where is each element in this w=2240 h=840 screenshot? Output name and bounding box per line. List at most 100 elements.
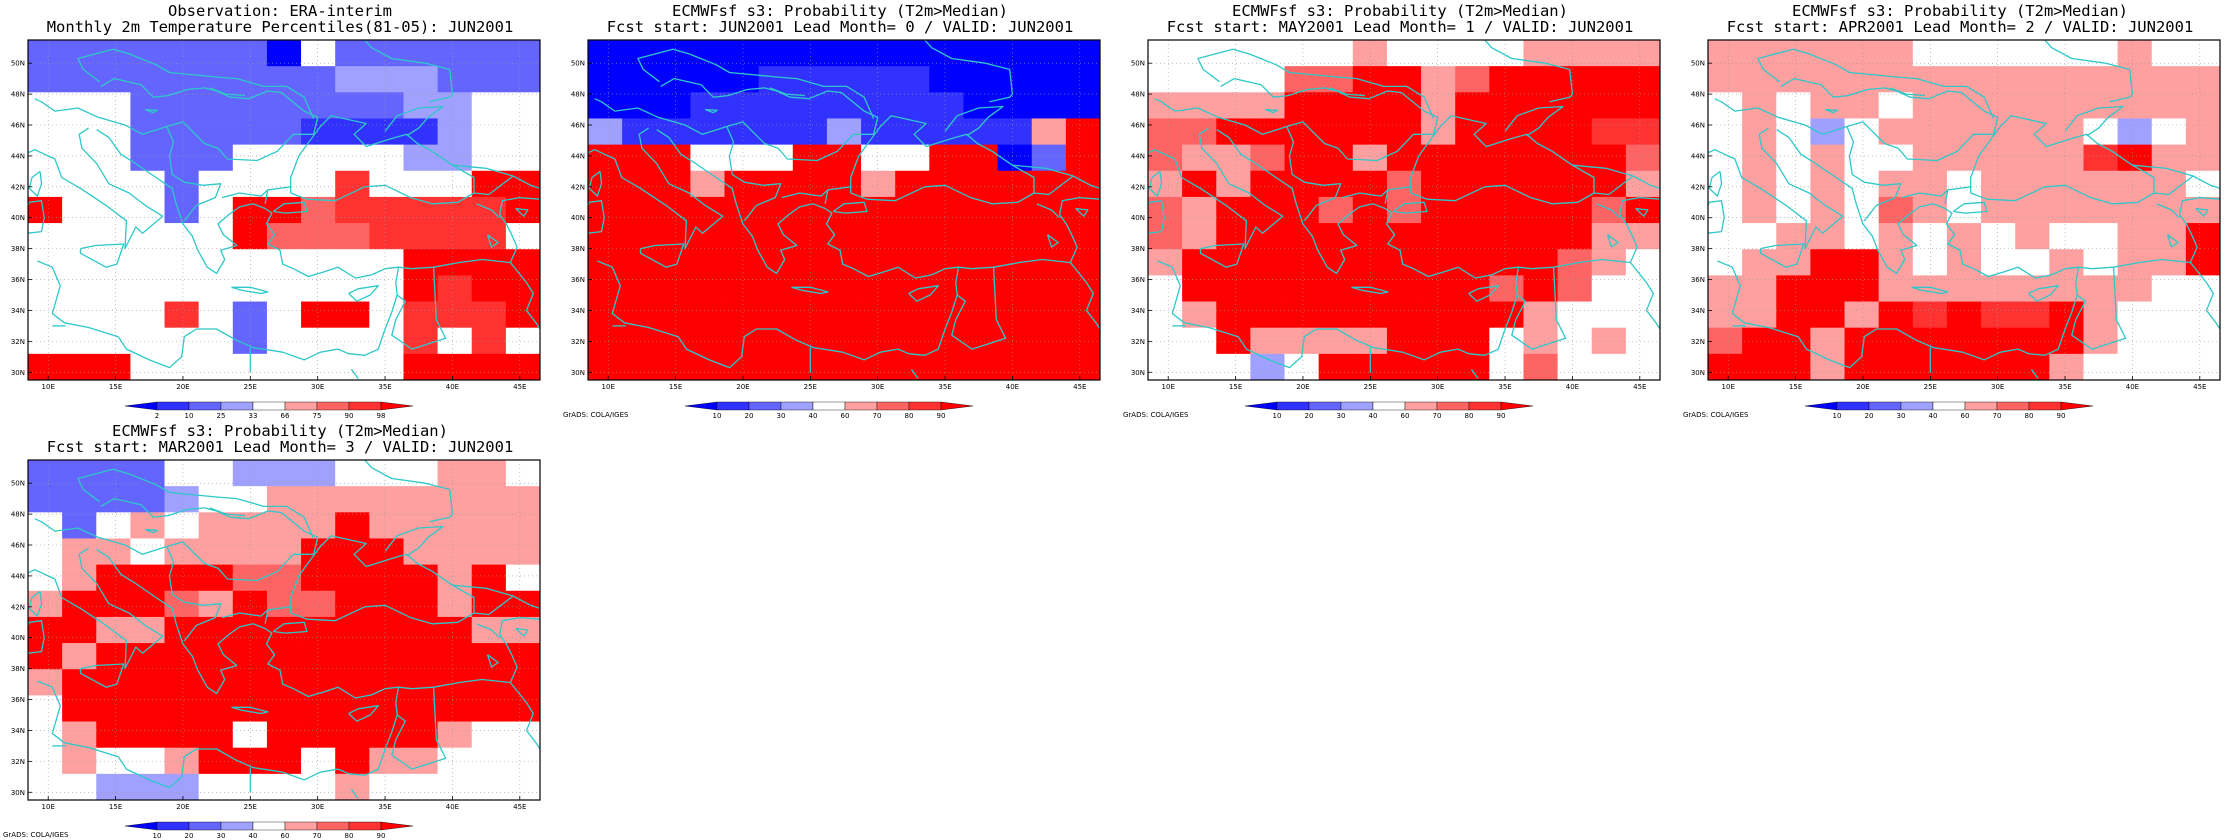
colorbar-segment bbox=[2028, 401, 2062, 411]
grid-cell bbox=[2151, 118, 2187, 146]
grid-cell bbox=[1625, 301, 1661, 329]
grid-cell bbox=[266, 669, 302, 696]
coastline bbox=[2219, 143, 2220, 145]
grid-cell bbox=[1182, 223, 1217, 250]
grid-cell bbox=[198, 118, 234, 146]
grid-cell bbox=[1844, 275, 1880, 302]
grid-cell bbox=[1386, 118, 1422, 146]
grid-cell bbox=[301, 144, 336, 172]
grid-cell bbox=[335, 249, 370, 276]
grid-cell bbox=[301, 512, 336, 539]
coastline bbox=[515, 207, 529, 217]
grid-cell bbox=[1489, 275, 1524, 302]
colorbar-label: 20 bbox=[1305, 412, 1314, 420]
grid-cell bbox=[232, 118, 268, 146]
grid-cell bbox=[588, 249, 623, 276]
grid-cell bbox=[1489, 118, 1524, 146]
grid-cell bbox=[437, 486, 473, 513]
grid-cell bbox=[1878, 66, 1914, 93]
coastline bbox=[209, 507, 245, 517]
lat-tick-label: 34N bbox=[1691, 307, 1705, 315]
grid-cell bbox=[1318, 118, 1354, 146]
grid-cell bbox=[1065, 92, 1101, 119]
grid-cell bbox=[471, 747, 507, 775]
lon-tick-label: 40E bbox=[1566, 383, 1579, 391]
grid-cell bbox=[437, 643, 473, 670]
grid-cell bbox=[471, 538, 507, 566]
coastline bbox=[77, 468, 237, 503]
grid-cell bbox=[437, 223, 473, 250]
panel-title-line2: Fcst start: APR2001 Lead Month= 2 / VALI… bbox=[1726, 18, 2194, 36]
grid-cell bbox=[266, 564, 302, 592]
grid-cell bbox=[505, 486, 541, 513]
colorbar-segment bbox=[188, 401, 222, 411]
lon-tick-label: 35E bbox=[1498, 383, 1511, 391]
grid-cell bbox=[2151, 249, 2187, 276]
grid-cell bbox=[2083, 249, 2118, 276]
grid-cell bbox=[403, 144, 438, 172]
grid-cell bbox=[1455, 144, 1490, 172]
grid-cell bbox=[1455, 170, 1490, 198]
grid-cell bbox=[1810, 327, 1845, 355]
grid-cell bbox=[1318, 327, 1354, 355]
colorbar-segment bbox=[1404, 401, 1438, 411]
colorbar-label: 40 bbox=[1929, 412, 1938, 420]
grid-cell bbox=[929, 66, 964, 93]
grid-cell bbox=[758, 223, 794, 250]
grid-cell bbox=[471, 773, 507, 801]
grid-cell bbox=[130, 538, 165, 566]
coastline bbox=[1717, 129, 2080, 369]
grid-cell bbox=[301, 590, 336, 618]
grid-cell bbox=[232, 721, 268, 749]
grid-cell bbox=[2185, 118, 2221, 146]
grid-cell bbox=[2083, 327, 2118, 355]
grid-cell bbox=[96, 538, 131, 566]
grid-cell bbox=[1946, 66, 1982, 93]
grid-cell bbox=[198, 669, 234, 696]
grid-cell bbox=[369, 538, 404, 566]
lat-tick-label: 50N bbox=[1131, 60, 1145, 68]
grid-cell bbox=[335, 616, 370, 644]
grid-cell bbox=[471, 564, 507, 592]
grid-cell bbox=[1148, 92, 1183, 119]
coastline bbox=[1483, 40, 1574, 103]
coastline bbox=[2153, 175, 2220, 196]
grid-cell bbox=[690, 170, 725, 198]
grid-cell bbox=[2151, 301, 2187, 329]
grid-cell bbox=[62, 196, 97, 224]
grid-cell bbox=[1489, 170, 1524, 198]
grid-cell bbox=[28, 327, 63, 355]
lat-tick-label: 32N bbox=[11, 758, 25, 766]
grid-cell bbox=[1981, 223, 2016, 250]
grid-cell bbox=[437, 196, 473, 224]
grid-cell bbox=[1742, 327, 1777, 355]
grid-cell bbox=[1810, 144, 1845, 172]
grid-cell bbox=[369, 616, 404, 644]
grid-cell bbox=[2117, 223, 2153, 250]
grid-cell bbox=[724, 327, 760, 355]
grid-cell bbox=[2083, 66, 2118, 93]
grid-cell bbox=[1216, 275, 1251, 302]
colorbar-label: 80 bbox=[2025, 412, 2034, 420]
grid-cell bbox=[471, 66, 507, 93]
grid-cell bbox=[164, 92, 200, 119]
grid-cell bbox=[28, 249, 63, 276]
grid-cell bbox=[929, 196, 964, 224]
grid-cell bbox=[28, 170, 63, 198]
grid-cell bbox=[1591, 249, 1627, 276]
grid-cell bbox=[1591, 118, 1627, 146]
grid-cell bbox=[403, 118, 438, 146]
coastline bbox=[476, 623, 501, 639]
grid-cell bbox=[758, 353, 794, 381]
coastline bbox=[2132, 164, 2194, 177]
colorbar-label: 25 bbox=[217, 412, 226, 420]
grid-cell bbox=[1318, 353, 1354, 381]
grid-cell bbox=[28, 40, 63, 67]
grid-cell bbox=[130, 486, 165, 513]
grid-cell bbox=[62, 616, 97, 644]
grid-cell bbox=[1625, 144, 1661, 172]
grid-cell bbox=[471, 92, 507, 119]
coastline bbox=[1286, 126, 1342, 222]
colorbar-segment bbox=[380, 821, 414, 831]
grid-cell bbox=[1625, 353, 1661, 381]
